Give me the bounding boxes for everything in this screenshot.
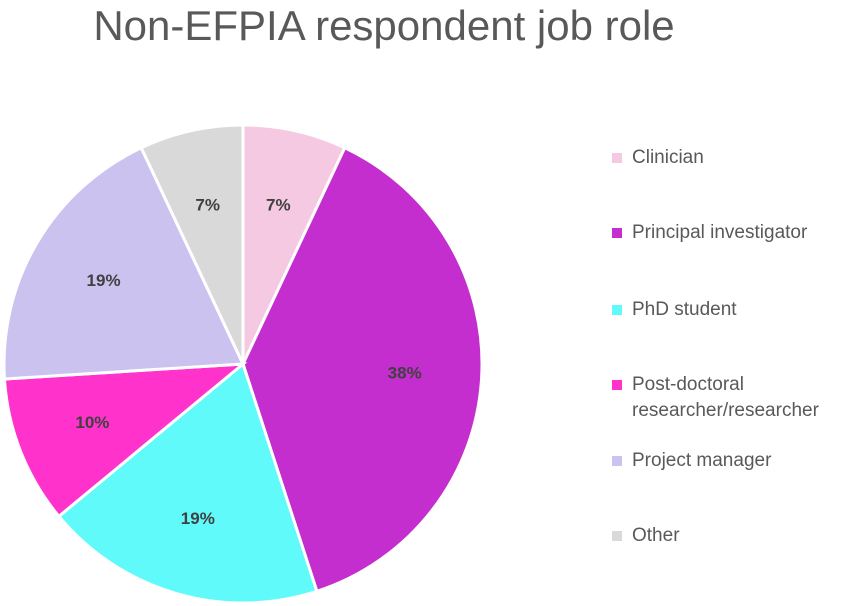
pie-slice-4 <box>2 145 246 381</box>
legend-swatch-5 <box>612 531 622 541</box>
slice-label-4: 19% <box>87 271 121 290</box>
legend-label-0: Clinician <box>632 147 704 168</box>
legend-label-3: Post-doctoral researcher/researcher <box>632 374 819 421</box>
legend-item-3: Post-doctoral researcher/researcher <box>612 372 819 424</box>
slice-label-3: 10% <box>75 413 109 432</box>
legend-label-2: PhD student <box>632 299 737 320</box>
legend-swatch-4 <box>612 456 622 466</box>
legend-swatch-1 <box>612 228 622 238</box>
legend-swatch-3 <box>612 380 622 390</box>
chart-legend: Clinician Principal investigator PhD stude… <box>612 0 857 606</box>
pie-slice-3 <box>2 362 248 519</box>
pie-slice-5 <box>139 123 245 365</box>
slice-label-0: 7% <box>266 195 291 214</box>
legend-swatch-2 <box>612 305 622 315</box>
legend-label-4: Project manager <box>632 450 772 471</box>
slice-label-5: 7% <box>195 195 220 214</box>
slice-label-2: 19% <box>181 509 215 528</box>
legend-label-1: Principal investigator <box>632 222 808 243</box>
legend-item-5: Other <box>612 523 680 549</box>
legend-label-5: Other <box>632 525 680 546</box>
slice-label-1: 38% <box>388 364 422 383</box>
pie-slices <box>2 123 484 605</box>
legend-swatch-0 <box>612 153 622 163</box>
pie-chart: 7% 38% 19% 10% 19% 7% <box>2 123 484 605</box>
chart-title: Non-EFPIA respondent job role <box>93 2 675 49</box>
pie-slice-2 <box>56 361 319 605</box>
pie-slice-labels: 7% 38% 19% 10% 19% 7% <box>75 195 421 528</box>
legend-item-4: Project manager <box>612 448 771 474</box>
pie-slice-0 <box>241 123 347 365</box>
legend-item-2: PhD student <box>612 297 737 323</box>
pie-slice-1 <box>241 145 484 594</box>
legend-item-0: Clinician <box>612 145 704 171</box>
legend-item-1: Principal investigator <box>612 220 807 246</box>
